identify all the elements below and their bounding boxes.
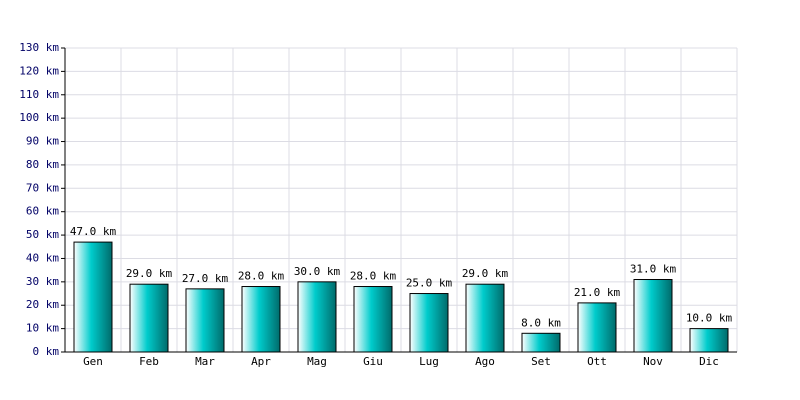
y-tick-label: 10 km <box>26 322 59 335</box>
y-tick-label: 130 km <box>19 41 59 54</box>
bar <box>577 302 617 353</box>
x-tick-label: Ott <box>587 355 607 368</box>
y-tick-label: 40 km <box>26 251 59 264</box>
value-label: 21.0 km <box>574 286 621 299</box>
value-label: 8.0 km <box>521 316 561 329</box>
x-tick-label: Feb <box>139 355 159 368</box>
bar <box>185 288 225 353</box>
x-tick-label: Nov <box>643 355 663 368</box>
y-tick-label: 50 km <box>26 228 59 241</box>
value-label: 29.0 km <box>126 267 173 280</box>
x-tick-label: Ago <box>475 355 495 368</box>
y-tick-label: 120 km <box>19 64 59 77</box>
value-label: 27.0 km <box>182 272 229 285</box>
y-tick-label: 110 km <box>19 88 59 101</box>
y-tick-label: 0 km <box>33 345 60 358</box>
y-tick-label: 70 km <box>26 181 59 194</box>
bar <box>633 279 673 353</box>
x-tick-label: Mar <box>195 355 215 368</box>
bar <box>241 286 281 353</box>
y-tick-label: 100 km <box>19 111 59 124</box>
value-label: 30.0 km <box>294 265 341 278</box>
y-tick-label: 20 km <box>26 298 59 311</box>
value-label: 31.0 km <box>630 263 677 276</box>
value-label: 25.0 km <box>406 277 453 290</box>
x-tick-label: Lug <box>419 355 439 368</box>
y-tick-label: 80 km <box>26 158 59 171</box>
value-label: 28.0 km <box>350 270 397 283</box>
bar <box>353 286 393 353</box>
y-tick-label: 90 km <box>26 135 59 148</box>
value-label: 47.0 km <box>70 225 117 238</box>
bar <box>73 241 113 353</box>
y-tick-label: 30 km <box>26 275 59 288</box>
value-label: 28.0 km <box>238 270 285 283</box>
y-tick-label: 60 km <box>26 205 59 218</box>
bar <box>521 332 561 353</box>
bar <box>297 281 337 353</box>
bar <box>129 283 169 353</box>
bar <box>465 283 505 353</box>
bar <box>409 293 449 353</box>
x-tick-label: Giu <box>363 355 383 368</box>
x-tick-label: Apr <box>251 355 271 368</box>
value-label: 29.0 km <box>462 267 509 280</box>
x-tick-label: Dic <box>699 355 719 368</box>
value-label: 10.0 km <box>686 312 733 325</box>
x-tick-label: Set <box>531 355 551 368</box>
bar <box>689 328 729 353</box>
x-tick-label: Mag <box>307 355 327 368</box>
x-tick-label: Gen <box>83 355 103 368</box>
